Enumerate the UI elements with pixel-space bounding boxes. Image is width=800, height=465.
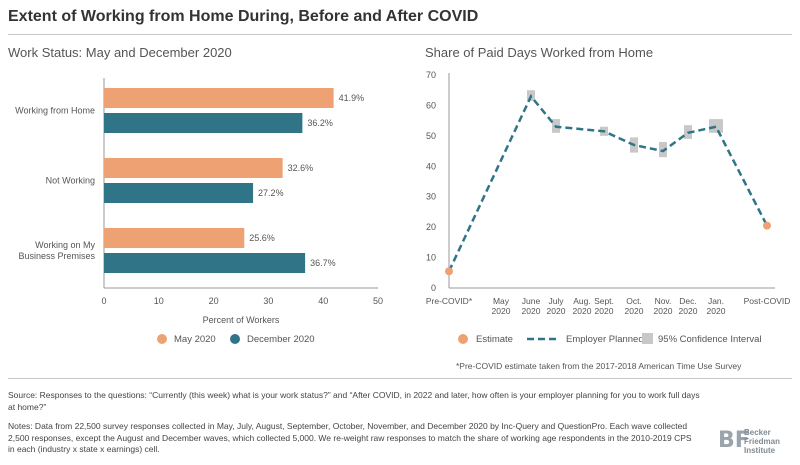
ci-box <box>709 119 723 133</box>
bar-may-0 <box>104 88 334 108</box>
line-x-tick-label: Oct. <box>626 296 642 306</box>
legend-label: Estimate <box>476 334 513 345</box>
line-x-tick-label: 2020 <box>679 306 698 316</box>
line-y-tick-label: 30 <box>426 192 436 202</box>
line-x-tick-label: June <box>522 296 541 306</box>
bar-x-tick-label: 40 <box>318 296 328 306</box>
line-x-tick-label: 2020 <box>547 306 566 316</box>
line-y-tick-label: 60 <box>426 100 436 110</box>
bar-value-label: 36.7% <box>310 258 336 268</box>
line-x-tick-label: 2020 <box>707 306 726 316</box>
line-y-tick-label: 70 <box>426 70 436 80</box>
bfi-logo-text: Becker Friedman Institute <box>744 428 781 455</box>
line-x-tick-label: 2020 <box>492 306 511 316</box>
bfi-logo: BF Becker Friedman Institute <box>718 428 796 456</box>
legend-marker-december <box>230 334 240 344</box>
line-x-tick-label: Dec. <box>679 296 696 306</box>
line-x-tick-label: Nov. <box>655 296 672 306</box>
bar-x-axis-label: Percent of Workers <box>203 315 280 325</box>
line-y-tick-label: 40 <box>426 161 436 171</box>
bar-december-2 <box>104 253 306 273</box>
bar-x-tick-label: 30 <box>263 296 273 306</box>
bar-may-2 <box>104 228 245 248</box>
line-y-tick-label: 50 <box>426 131 436 141</box>
line-x-tick-label: 2020 <box>573 306 592 316</box>
line-y-tick-label: 20 <box>426 222 436 232</box>
bfi-logo-mark: BF <box>718 428 750 453</box>
line-y-tick-label: 0 <box>431 283 436 293</box>
title-divider <box>8 34 792 35</box>
line-x-tick-label: May <box>493 296 510 306</box>
bar-value-label: 32.6% <box>288 163 314 173</box>
line-x-tick-label: July <box>548 296 564 306</box>
estimate-point <box>445 267 453 276</box>
line-x-tick-label: 2020 <box>522 306 541 316</box>
bar-value-label: 36.2% <box>307 118 333 128</box>
notes-text: Notes: Data from 22,500 survey responses… <box>8 421 692 454</box>
bar-value-label: 25.6% <box>249 233 275 243</box>
page-title: Extent of Working from Home During, Befo… <box>8 8 479 25</box>
bar-category-label: Working on My <box>35 240 95 250</box>
line-x-tick-label: Pre-COVID* <box>426 296 473 306</box>
bar-category-label: Working from Home <box>15 106 95 116</box>
line-x-tick-label: Jan. <box>708 296 724 306</box>
bar-category-label: Not Working <box>46 176 95 186</box>
bar-value-label: 41.9% <box>339 93 365 103</box>
legend-marker-estimate <box>458 334 468 344</box>
bar-x-tick-label: 50 <box>373 296 383 306</box>
footer-divider <box>8 378 792 379</box>
bar-x-tick-label: 0 <box>101 296 106 306</box>
bar-x-tick-label: 10 <box>154 296 164 306</box>
line-x-tick-label: Aug. <box>573 296 591 306</box>
right-chart-title: Share of Paid Days Worked from Home <box>425 45 654 60</box>
bar-december-0 <box>104 113 303 133</box>
legend-label: Employer Planned <box>566 334 644 345</box>
line-footnote: *Pre-COVID estimate taken from the 2017-… <box>456 361 742 371</box>
bar-may-1 <box>104 158 283 178</box>
bar-value-label: 27.2% <box>258 188 284 198</box>
bar-category-label: Business Premises <box>18 251 95 261</box>
bar-december-1 <box>104 183 254 203</box>
legend-label: May 2020 <box>174 334 216 345</box>
legend-marker-ci <box>642 333 653 344</box>
legend-label: December 2020 <box>247 334 315 345</box>
left-chart-title: Work Status: May and December 2020 <box>8 45 232 60</box>
line-x-tick-label: 2020 <box>654 306 673 316</box>
line-x-tick-label: 2020 <box>595 306 614 316</box>
source-note: Source: Responses to the questions: “Cur… <box>8 390 700 412</box>
line-x-tick-label: 2020 <box>625 306 644 316</box>
line-y-tick-label: 10 <box>426 253 436 263</box>
employer-planned-line <box>447 93 769 272</box>
bar-x-tick-label: 20 <box>209 296 219 306</box>
legend-label: 95% Confidence Interval <box>658 334 762 345</box>
line-x-tick-label: Sept. <box>594 296 614 306</box>
line-x-tick-label: Post-COVID <box>744 296 791 306</box>
legend-marker-may <box>157 334 167 344</box>
estimate-point <box>763 221 771 230</box>
